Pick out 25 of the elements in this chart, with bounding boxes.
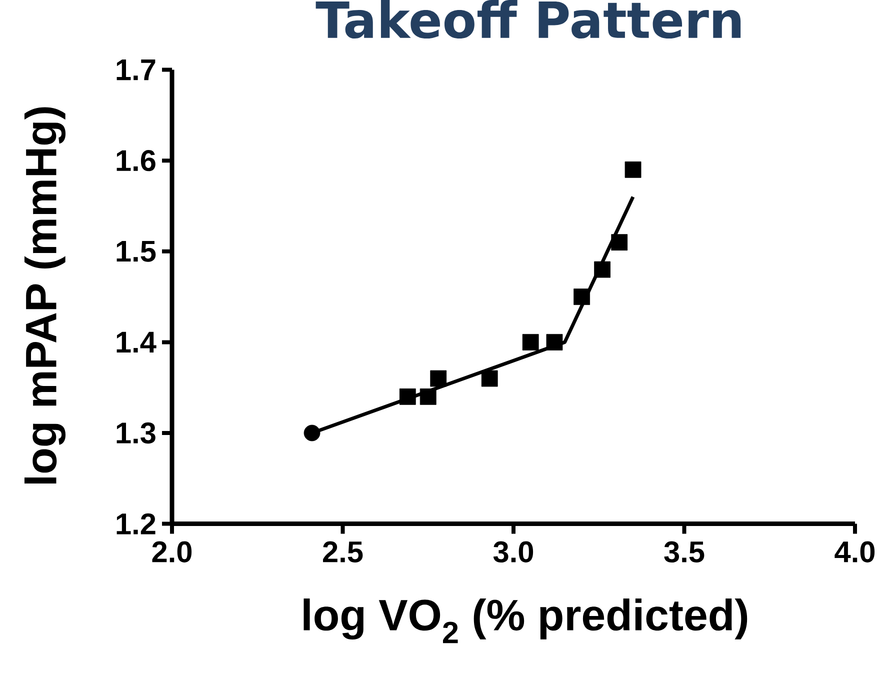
y-tick-label: 1.5 <box>116 241 156 262</box>
point <box>574 288 590 306</box>
x-tick-label: 2.0 <box>152 541 192 563</box>
point <box>624 162 642 178</box>
point <box>546 334 563 350</box>
x-tick-label: 2.5 <box>323 541 363 563</box>
point <box>594 261 610 278</box>
point <box>399 388 416 405</box>
chart-title: Takeoff Pattern <box>316 0 741 39</box>
y-tick-label: 1.7 <box>116 60 156 80</box>
y-tick-label: 1.6 <box>116 150 156 172</box>
y-axis-title: log mPAP (mmHg) <box>24 107 66 484</box>
point <box>611 234 628 251</box>
x-tick-label: 3.0 <box>493 541 534 563</box>
point <box>420 388 436 405</box>
x-tick-label: 4.0 <box>834 541 875 563</box>
point <box>304 424 320 442</box>
point <box>522 334 539 350</box>
point <box>481 370 498 387</box>
y-tick-label: 1.3 <box>116 422 156 444</box>
x-axis-title: log VO$_{2}$ (% predicted) <box>304 598 748 644</box>
x-tick-label: 3.5 <box>664 541 704 563</box>
y-tick-label: 1.2 <box>116 513 156 534</box>
point <box>430 370 447 387</box>
y-tick-label: 1.4 <box>116 332 156 353</box>
